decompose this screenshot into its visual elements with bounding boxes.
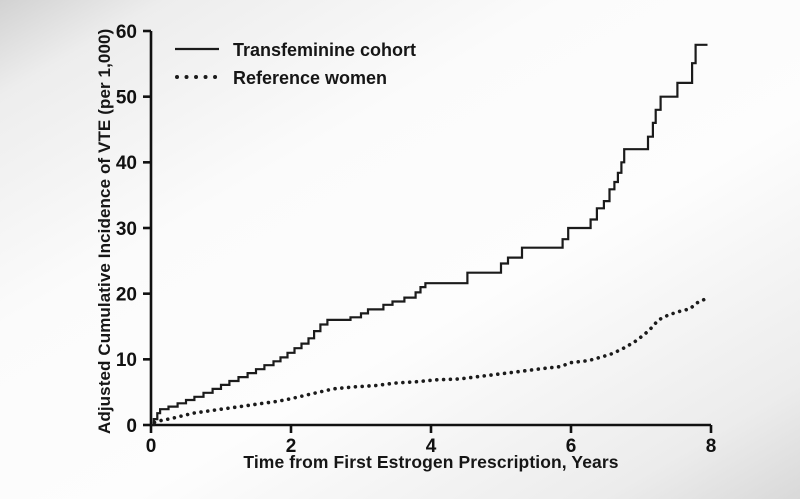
y-axis-title: Adjusted Cumulative Incidence of VTE (pe…	[95, 28, 114, 434]
x-axis-tick-labels: 0 2 4 6 8	[146, 436, 717, 457]
legend: Transfeminine cohort Reference women	[173, 35, 416, 91]
legend-item-transfeminine: Transfeminine cohort	[173, 35, 416, 63]
svg-text:60: 60	[116, 22, 137, 43]
svg-text:4: 4	[426, 436, 437, 457]
svg-text:8: 8	[706, 436, 717, 457]
legend-item-reference: Reference women	[173, 63, 416, 91]
y-axis-tick-labels: 0 10 20 30 40 50 60	[116, 22, 137, 437]
transfeminine-cohort-line	[151, 43, 708, 427]
svg-text:0: 0	[126, 416, 137, 437]
solid-line-key-icon	[175, 47, 219, 51]
svg-text:10: 10	[116, 350, 137, 371]
legend-label-transfeminine: Transfeminine cohort	[233, 39, 417, 60]
reference-women-line	[152, 297, 706, 425]
svg-text:30: 30	[116, 219, 137, 240]
legend-label-reference: Reference women	[233, 67, 388, 88]
svg-text:50: 50	[116, 88, 137, 109]
svg-text:20: 20	[116, 285, 137, 306]
svg-text:2: 2	[286, 436, 297, 457]
svg-text:6: 6	[566, 436, 577, 457]
svg-text:40: 40	[116, 153, 137, 174]
axes	[143, 29, 713, 433]
x-axis-title: Time from First Estrogen Prescription, Y…	[243, 452, 619, 472]
dotted-line-key-icon	[175, 75, 221, 79]
svg-text:0: 0	[146, 436, 157, 457]
